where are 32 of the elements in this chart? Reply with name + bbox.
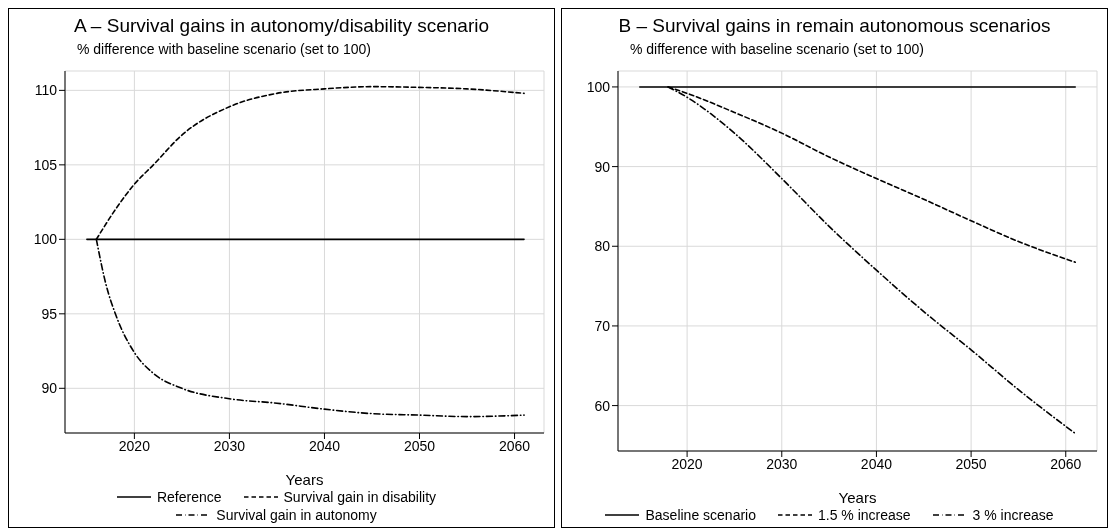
x-tick-label: 2020	[118, 437, 151, 454]
x-tick-label: 2030	[766, 455, 798, 472]
y-tick-label: 60	[594, 397, 611, 414]
x-tick-label: 2040	[308, 437, 341, 454]
chart-title: A – Survival gains in autonomy/disability scenario	[72, 15, 491, 38]
x-tick-label: 2050	[403, 437, 436, 454]
x-tick-label: 2050	[955, 455, 987, 472]
legend-label: 1.5 % increase	[817, 507, 911, 523]
y-axis-title: % difference with baseline scenario (set to 100)	[77, 41, 372, 59]
x-tick-label: 2020	[671, 455, 703, 472]
x-axis-title: Years	[285, 471, 324, 488]
y-tick-label: 90	[41, 380, 58, 397]
y-tick-label: 100	[33, 231, 58, 248]
x-tick-label: 2060	[1050, 455, 1082, 472]
y-tick-label: 90	[594, 158, 611, 175]
y-tick-label: 80	[594, 238, 611, 255]
y-axis-title: % difference with baseline scenario (set to 100)	[630, 41, 925, 59]
chart-title: B – Survival gains in remain autonomous scenarios	[617, 15, 1052, 38]
legend-label: Survival gain in disability	[283, 489, 437, 505]
legend-label: 3 % increase	[972, 507, 1054, 523]
x-axis-title: Years	[838, 489, 877, 506]
y-tick-label: 110	[34, 82, 58, 99]
y-tick-label: 105	[33, 156, 58, 173]
legend-label: Baseline scenario	[645, 507, 756, 523]
y-tick-label: 95	[41, 305, 58, 322]
y-tick-label: 100	[586, 78, 611, 95]
legend-label: Survival gain in autonomy	[216, 507, 377, 523]
x-tick-label: 2040	[860, 455, 893, 472]
y-tick-label: 70	[594, 317, 611, 334]
x-tick-label: 2060	[498, 437, 531, 454]
legend-label: Reference	[156, 489, 222, 505]
x-tick-label: 2030	[213, 437, 246, 454]
